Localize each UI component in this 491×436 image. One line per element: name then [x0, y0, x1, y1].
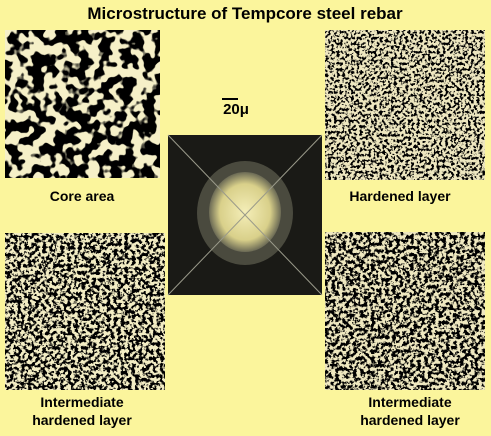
panel-label: Hardened layer	[349, 188, 451, 204]
rebar-cross-section	[167, 134, 323, 296]
panel-label: hardened layer	[360, 412, 460, 428]
scale-label: 20μ	[223, 101, 249, 118]
panel-label: Intermediate	[368, 394, 451, 410]
panel-label: Core area	[50, 188, 115, 204]
panel-label: Intermediate	[40, 394, 123, 410]
micrograph-hardened	[325, 30, 485, 180]
title: Microstructure of Tempcore steel rebar	[87, 4, 403, 23]
micrograph-intermediate-right	[325, 232, 485, 390]
micrograph-core	[5, 30, 160, 178]
panel-label: hardened layer	[32, 412, 132, 428]
micrograph-intermediate-left	[5, 233, 165, 390]
panel-labels: Core area Hardened layer Intermediate harde…	[32, 188, 460, 428]
